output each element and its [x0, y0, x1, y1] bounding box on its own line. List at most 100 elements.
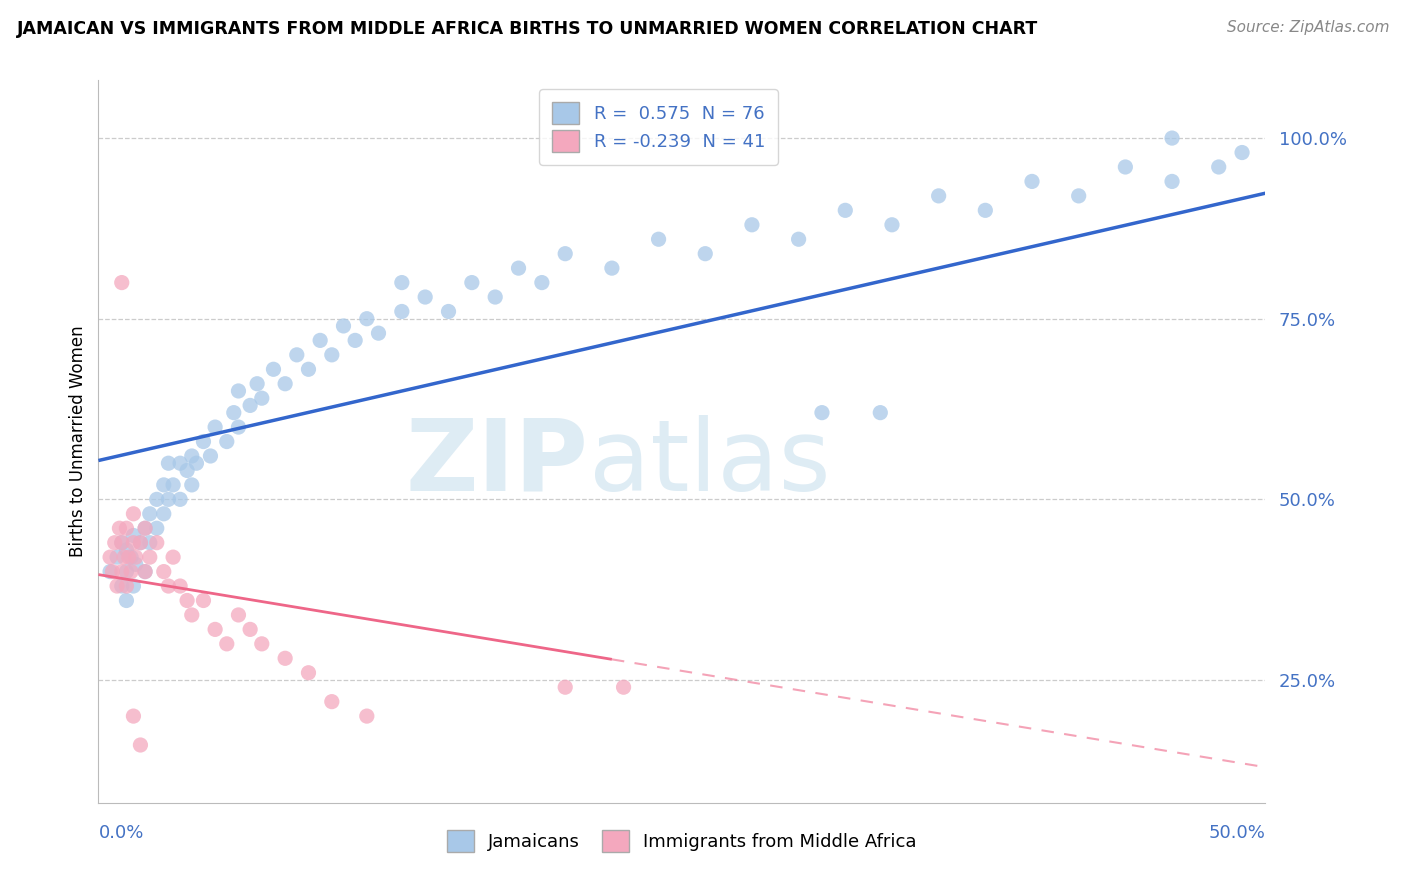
Point — [122, 507, 145, 521]
Point — [1067, 189, 1090, 203]
Point — [332, 318, 354, 333]
Point — [115, 542, 138, 557]
Point — [180, 607, 202, 622]
Point — [129, 535, 152, 549]
Point — [600, 261, 623, 276]
Point — [215, 434, 238, 449]
Point — [122, 528, 145, 542]
Point — [146, 492, 169, 507]
Point — [139, 507, 162, 521]
Point — [139, 550, 162, 565]
Point — [228, 420, 250, 434]
Point — [1230, 145, 1253, 160]
Point — [115, 579, 138, 593]
Point — [250, 391, 273, 405]
Text: 50.0%: 50.0% — [1209, 824, 1265, 842]
Point — [869, 406, 891, 420]
Text: atlas: atlas — [589, 415, 830, 512]
Point — [157, 456, 180, 470]
Point — [297, 665, 319, 680]
Point — [120, 550, 142, 565]
Point — [285, 348, 308, 362]
Point — [118, 550, 141, 565]
Point — [115, 521, 138, 535]
Point — [152, 478, 174, 492]
Point — [108, 521, 131, 535]
Point — [105, 550, 128, 565]
Point — [834, 203, 856, 218]
Point — [613, 680, 636, 694]
Point — [647, 232, 669, 246]
Point — [974, 203, 997, 218]
Text: 0.0%: 0.0% — [98, 824, 143, 842]
Point — [157, 492, 180, 507]
Point — [356, 709, 378, 723]
Point — [98, 550, 121, 565]
Point — [146, 521, 169, 535]
Point — [134, 565, 156, 579]
Point — [105, 579, 128, 593]
Point — [204, 420, 226, 434]
Point — [530, 276, 553, 290]
Point — [122, 535, 145, 549]
Point — [274, 376, 297, 391]
Point — [169, 456, 191, 470]
Point — [1208, 160, 1230, 174]
Point — [120, 565, 142, 579]
Point — [176, 463, 198, 477]
Point — [928, 189, 950, 203]
Point — [228, 384, 250, 398]
Point — [309, 334, 332, 348]
Point — [193, 434, 215, 449]
Point — [111, 535, 134, 549]
Point — [139, 535, 162, 549]
Point — [129, 535, 152, 549]
Point — [111, 579, 134, 593]
Point — [152, 565, 174, 579]
Point — [215, 637, 238, 651]
Point — [787, 232, 810, 246]
Point — [321, 695, 343, 709]
Point — [246, 376, 269, 391]
Point — [115, 565, 138, 579]
Point — [228, 607, 250, 622]
Point — [98, 565, 121, 579]
Point — [125, 558, 148, 572]
Point — [695, 246, 717, 260]
Point — [508, 261, 530, 276]
Point — [297, 362, 319, 376]
Point — [222, 406, 245, 420]
Point — [437, 304, 460, 318]
Point — [111, 276, 134, 290]
Point — [180, 449, 202, 463]
Point — [134, 565, 156, 579]
Point — [741, 218, 763, 232]
Text: JAMAICAN VS IMMIGRANTS FROM MIDDLE AFRICA BIRTHS TO UNMARRIED WOMEN CORRELATION : JAMAICAN VS IMMIGRANTS FROM MIDDLE AFRIC… — [17, 20, 1038, 37]
Text: ZIP: ZIP — [406, 415, 589, 512]
Point — [112, 550, 135, 565]
Point — [391, 304, 413, 318]
Point — [880, 218, 903, 232]
Point — [1161, 174, 1184, 188]
Point — [111, 535, 134, 549]
Point — [193, 593, 215, 607]
Point — [413, 290, 436, 304]
Point — [169, 579, 191, 593]
Point — [811, 406, 834, 420]
Point — [162, 478, 184, 492]
Point — [262, 362, 284, 376]
Point — [162, 550, 184, 565]
Point — [146, 535, 169, 549]
Point — [344, 334, 367, 348]
Point — [1021, 174, 1043, 188]
Point — [186, 456, 208, 470]
Point — [250, 637, 273, 651]
Point — [391, 276, 413, 290]
Point — [111, 565, 134, 579]
Point — [204, 623, 226, 637]
Point — [554, 680, 576, 694]
Y-axis label: Births to Unmarried Women: Births to Unmarried Women — [69, 326, 87, 558]
Legend: Jamaicans, Immigrants from Middle Africa: Jamaicans, Immigrants from Middle Africa — [440, 822, 924, 859]
Point — [125, 550, 148, 565]
Point — [356, 311, 378, 326]
